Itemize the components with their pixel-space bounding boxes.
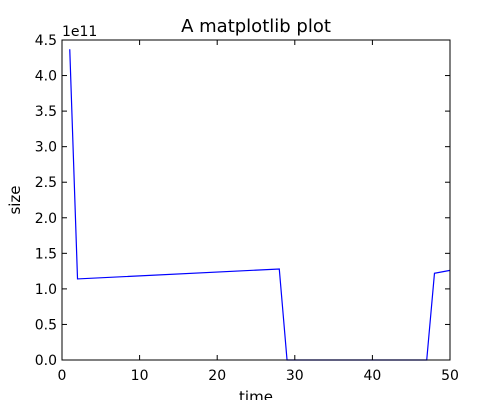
y-tick-label: 1.0 [35,282,57,298]
x-tick-label: 50 [441,368,459,384]
chart-title: A matplotlib plot [181,16,331,37]
y-tick-label: 4.5 [35,33,57,49]
y-tick-label: 4.0 [35,69,57,85]
y-axis-offset-label: 1e11 [62,24,97,40]
y-axis-title: size [6,185,24,214]
plot-frame [61,39,451,361]
x-axis-title: time [239,388,273,400]
x-tick-label: 10 [131,368,149,384]
x-tick-label: 20 [208,368,226,384]
x-tick-label: 0 [58,368,67,384]
y-tick-label: 3.0 [35,140,57,156]
y-tick-label: 2.5 [35,175,57,191]
y-tick-label: 0.5 [35,317,57,333]
x-tick-label: 40 [363,368,381,384]
y-tick-label: 1.5 [35,246,57,262]
x-tick-label: 30 [286,368,304,384]
y-tick-label: 3.5 [35,104,57,120]
plot-area: 0 10 20 30 40 50 0.0 0.5 1.0 1.5 2.0 2.5 3.0 3.5 4.0 4.… [35,33,459,384]
y-tick-label: 2.0 [35,211,57,227]
y-tick-label: 0.0 [35,353,57,369]
